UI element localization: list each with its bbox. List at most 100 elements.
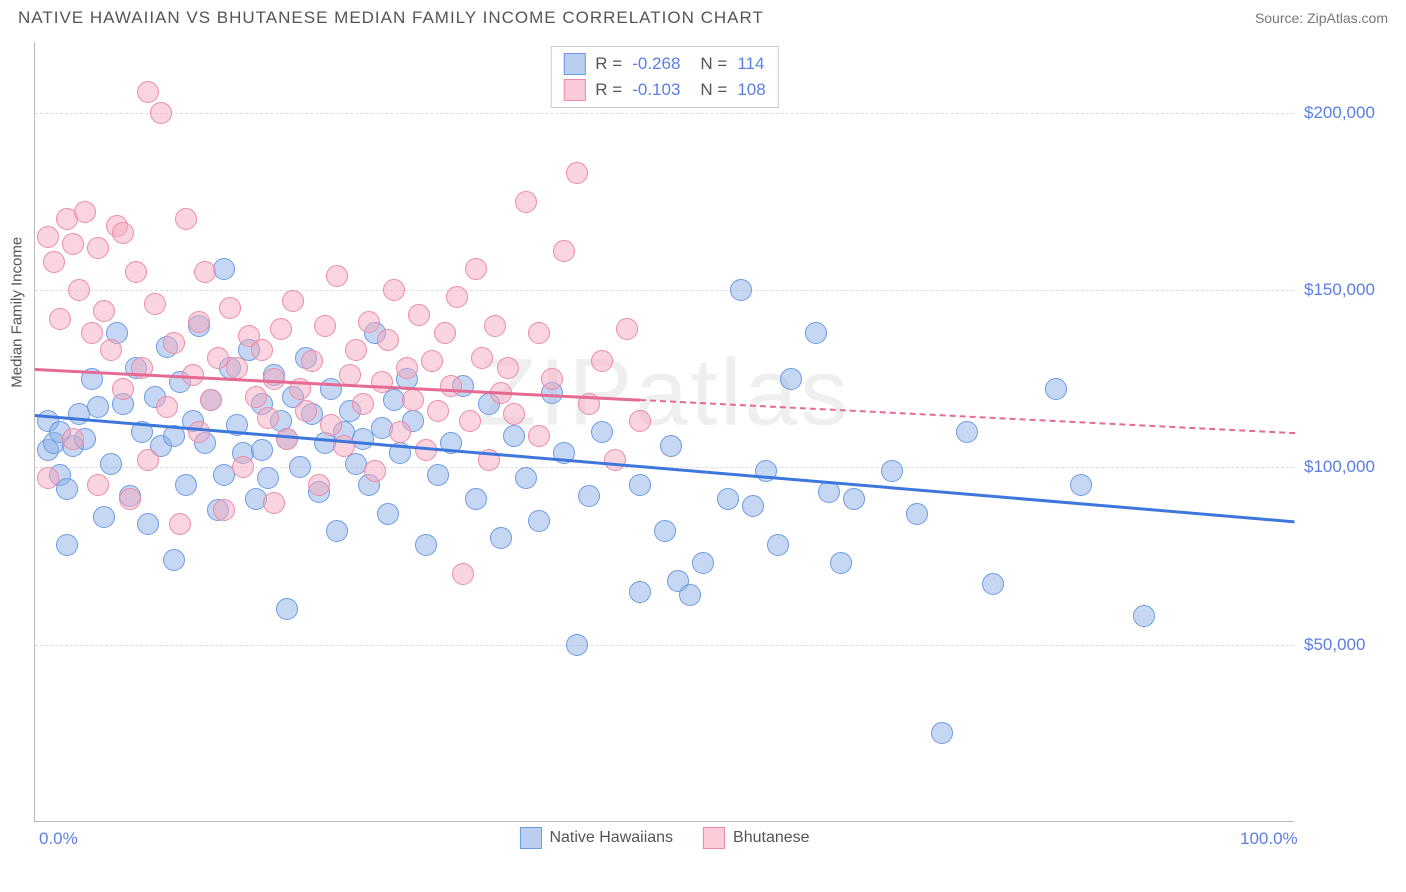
scatter-point	[119, 488, 141, 510]
scatter-point	[175, 208, 197, 230]
scatter-point	[219, 297, 241, 319]
scatter-point	[503, 425, 525, 447]
legend-label: Bhutanese	[733, 829, 810, 847]
scatter-point	[931, 722, 953, 744]
scatter-point	[62, 233, 84, 255]
scatter-point	[528, 322, 550, 344]
legend-label: Native Hawaiians	[549, 829, 673, 847]
scatter-point	[175, 474, 197, 496]
scatter-point	[371, 371, 393, 393]
stat-r-value-pink: -0.103	[632, 80, 680, 100]
scatter-point	[906, 503, 928, 525]
scatter-point	[421, 350, 443, 372]
scatter-point	[629, 410, 651, 432]
scatter-point	[515, 191, 537, 213]
scatter-point	[767, 534, 789, 556]
scatter-point	[125, 261, 147, 283]
scatter-point	[137, 513, 159, 535]
scatter-point	[427, 400, 449, 422]
scatter-point	[389, 421, 411, 443]
scatter-point	[459, 410, 481, 432]
stats-row-pink: R = -0.103 N = 108	[563, 77, 765, 103]
scatter-chart: Median Family Income ZIPatlas R = -0.268…	[34, 42, 1294, 822]
scatter-point	[358, 311, 380, 333]
scatter-point	[528, 425, 550, 447]
scatter-point	[188, 421, 210, 443]
scatter-point	[43, 251, 65, 273]
chart-header: NATIVE HAWAIIAN VS BHUTANESE MEDIAN FAMI…	[0, 0, 1406, 32]
scatter-point	[982, 573, 1004, 595]
scatter-point	[660, 435, 682, 457]
scatter-point	[408, 304, 430, 326]
scatter-point	[49, 308, 71, 330]
scatter-point	[881, 460, 903, 482]
scatter-point	[100, 339, 122, 361]
scatter-point	[629, 581, 651, 603]
scatter-point	[163, 332, 185, 354]
scatter-point	[257, 407, 279, 429]
scatter-point	[68, 279, 90, 301]
scatter-point	[37, 226, 59, 248]
scatter-point	[345, 339, 367, 361]
gridline	[35, 113, 1294, 114]
scatter-point	[87, 237, 109, 259]
legend-item-blue: Native Hawaiians	[519, 827, 673, 849]
scatter-point	[93, 300, 115, 322]
scatter-point	[541, 368, 563, 390]
scatter-point	[200, 389, 222, 411]
scatter-point	[326, 265, 348, 287]
scatter-point	[415, 534, 437, 556]
scatter-point	[843, 488, 865, 510]
scatter-point	[1133, 605, 1155, 627]
swatch-blue-icon	[563, 53, 585, 75]
scatter-point	[553, 240, 575, 262]
scatter-point	[289, 456, 311, 478]
swatch-pink-icon	[563, 79, 585, 101]
scatter-point	[830, 552, 852, 574]
scatter-point	[150, 102, 172, 124]
scatter-point	[616, 318, 638, 340]
scatter-point	[805, 322, 827, 344]
scatter-point	[314, 315, 336, 337]
gridline	[35, 645, 1294, 646]
scatter-point	[528, 510, 550, 532]
scatter-point	[194, 261, 216, 283]
y-tick-label: $100,000	[1304, 457, 1399, 477]
stat-n-label: N =	[700, 54, 727, 74]
scatter-point	[440, 375, 462, 397]
scatter-point	[320, 414, 342, 436]
scatter-point	[81, 322, 103, 344]
scatter-point	[730, 279, 752, 301]
scatter-point	[591, 421, 613, 443]
scatter-point	[100, 453, 122, 475]
scatter-point	[37, 467, 59, 489]
scatter-point	[87, 396, 109, 418]
scatter-point	[144, 293, 166, 315]
scatter-point	[578, 485, 600, 507]
scatter-point	[383, 279, 405, 301]
scatter-point	[497, 357, 519, 379]
scatter-point	[490, 527, 512, 549]
scatter-point	[276, 428, 298, 450]
scatter-point	[245, 386, 267, 408]
source-attribution: Source: ZipAtlas.com	[1255, 10, 1388, 26]
stat-r-value-blue: -0.268	[632, 54, 680, 74]
x-tick-label: 100.0%	[1240, 829, 1298, 849]
y-axis-label: Median Family Income	[9, 236, 26, 387]
scatter-point	[591, 350, 613, 372]
scatter-point	[163, 549, 185, 571]
scatter-point	[270, 318, 292, 340]
scatter-point	[112, 222, 134, 244]
scatter-point	[566, 634, 588, 656]
scatter-point	[56, 534, 78, 556]
scatter-point	[465, 258, 487, 280]
scatter-point	[446, 286, 468, 308]
stat-n-value-blue: 114	[737, 54, 764, 74]
scatter-point	[169, 513, 191, 535]
scatter-point	[326, 520, 348, 542]
stat-n-label: N =	[700, 80, 727, 100]
stats-row-blue: R = -0.268 N = 114	[563, 51, 765, 77]
y-tick-label: $50,000	[1304, 635, 1399, 655]
scatter-point	[742, 495, 764, 517]
scatter-point	[301, 350, 323, 372]
